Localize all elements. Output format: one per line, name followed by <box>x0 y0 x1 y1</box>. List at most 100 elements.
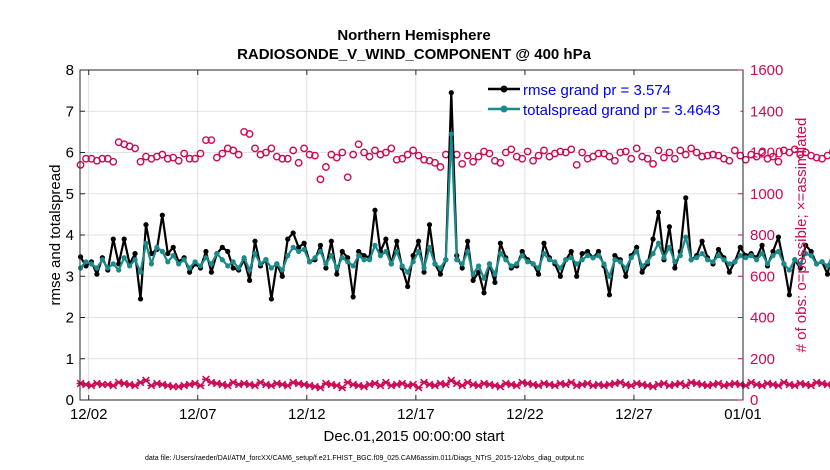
series-point-totalspread <box>246 267 253 273</box>
series-point-totalspread <box>372 242 378 248</box>
series-point-rmse <box>421 269 427 275</box>
obs-possible-marker <box>305 150 314 159</box>
series-point-totalspread <box>497 250 503 257</box>
legend-marker-rmse <box>500 85 508 93</box>
series-point-rmse <box>492 279 498 286</box>
series-point-totalspread <box>797 261 803 267</box>
series-point-rmse <box>225 248 231 255</box>
legend-label-totalspread: totalspread grand pr = 3.4643 <box>523 102 720 119</box>
series-point-rmse <box>666 224 672 230</box>
obs-possible-marker <box>469 157 478 166</box>
obs-possible-marker <box>136 157 145 166</box>
x-tick-label: 12/02 <box>70 406 108 423</box>
series-point-rmse <box>296 244 302 250</box>
series-point-totalspread <box>263 257 269 263</box>
series-point-rmse <box>186 269 193 275</box>
series-point-totalspread <box>388 261 394 267</box>
obs-possible-marker <box>534 151 543 160</box>
series-point-totalspread <box>323 261 329 267</box>
series-point-rmse <box>775 234 782 240</box>
obs-possible-marker <box>758 148 766 157</box>
series-point-totalspread <box>530 261 536 267</box>
series-point-rmse <box>110 236 116 242</box>
obs-possible-marker <box>507 145 516 154</box>
series-point-totalspread <box>563 257 569 263</box>
series-point-totalspread <box>241 255 247 261</box>
series-point-totalspread <box>519 253 525 259</box>
series-point-rmse <box>715 246 722 253</box>
series-point-totalspread <box>677 253 683 259</box>
series-point-totalspread <box>410 259 416 265</box>
series-point-totalspread <box>775 248 782 255</box>
series-point-rmse <box>535 271 542 277</box>
series-point-rmse <box>797 265 803 271</box>
series-point-totalspread <box>426 244 433 250</box>
series-point-rmse <box>655 209 662 215</box>
obs-possible-marker <box>338 148 347 157</box>
series-point-rmse <box>803 242 809 248</box>
series-point-totalspread <box>399 263 405 269</box>
obs-possible-marker <box>485 149 494 158</box>
y-tick-label-right: 1400 <box>750 103 783 120</box>
obs-possible-marker <box>158 150 167 159</box>
series-point-totalspread <box>508 263 514 269</box>
obs-possible-marker <box>360 148 368 157</box>
legend-marker-totalspread <box>500 105 508 113</box>
series-point-rmse <box>612 253 618 259</box>
obs-possible-marker <box>496 158 505 167</box>
series-point-totalspread <box>514 261 520 267</box>
x-axis-label: Dec.01,2015 00:00:00 start <box>324 428 506 445</box>
y-axis-left-label: rmse and totalspread <box>47 165 64 306</box>
obs-possible-marker <box>649 159 657 168</box>
series-point-totalspread <box>721 257 727 263</box>
y-tick-label-left: 0 <box>66 392 74 409</box>
obs-possible-marker <box>387 144 396 153</box>
x-tick-label: 12/12 <box>288 406 326 423</box>
obs-possible-marker <box>556 147 565 156</box>
obs-possible-marker <box>431 158 439 167</box>
series-point-totalspread <box>814 261 820 267</box>
series-point-rmse <box>437 271 443 277</box>
obs-possible-marker <box>283 154 292 163</box>
obs-possible-marker <box>627 154 636 163</box>
obs-assimilated-marker <box>316 383 325 392</box>
series-point-totalspread <box>361 257 367 263</box>
series-point-totalspread <box>465 248 471 255</box>
series-point-totalspread <box>154 244 160 250</box>
obs-possible-marker <box>76 160 85 169</box>
obs-possible-marker <box>245 130 254 138</box>
series-point-totalspread <box>394 248 400 255</box>
series-point-rmse <box>568 248 574 255</box>
series-point-totalspread <box>159 248 165 255</box>
series-point-totalspread <box>317 248 324 255</box>
obs-possible-marker <box>262 148 270 157</box>
obs-possible-marker <box>191 154 199 163</box>
series-point-rmse <box>737 244 743 250</box>
series-point-rmse <box>170 244 176 250</box>
series-point-totalspread <box>585 253 591 259</box>
y-tick-label-right: 200 <box>750 351 775 368</box>
obs-possible-marker <box>392 155 401 164</box>
series-point-totalspread <box>176 261 182 267</box>
series-point-totalspread <box>803 250 809 257</box>
obs-possible-marker <box>774 157 783 166</box>
obs-possible-marker <box>730 146 739 155</box>
obs-possible-marker <box>212 153 221 162</box>
series-point-totalspread <box>203 255 209 261</box>
series-point-totalspread <box>443 257 449 263</box>
series-point-totalspread <box>454 257 460 263</box>
obs-possible-marker <box>681 150 690 159</box>
y-tick-label-right: 1000 <box>750 186 783 203</box>
series-point-totalspread <box>470 271 476 277</box>
series-point-totalspread <box>710 259 716 265</box>
chart-title: Northern Hemisphere <box>337 27 490 44</box>
obs-possible-marker <box>371 146 379 155</box>
obs-possible-marker <box>665 148 674 157</box>
series-point-totalspread <box>405 269 411 275</box>
y-tick-label-right: 400 <box>750 310 775 327</box>
series-point-totalspread <box>704 257 711 263</box>
series-point-rmse <box>606 292 613 298</box>
data-file-footnote: data file: /Users/raeder/DAI/ATM_forcXX/… <box>145 455 585 462</box>
series-point-totalspread <box>623 265 629 271</box>
series-point-rmse <box>465 238 471 244</box>
